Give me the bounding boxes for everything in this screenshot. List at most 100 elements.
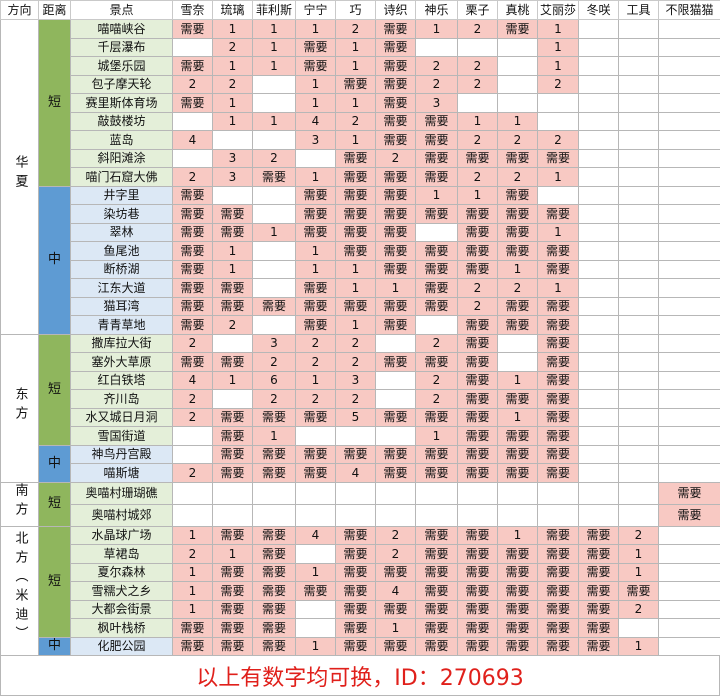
distance-cell: 中 bbox=[39, 445, 71, 482]
spot-cell: 雪糯犬之乡 bbox=[71, 582, 173, 601]
empty-cell bbox=[579, 57, 619, 76]
value-cell: 需要 bbox=[296, 408, 336, 427]
value-cell: 1 bbox=[416, 427, 458, 446]
value-cell: 需要 bbox=[538, 353, 579, 372]
value-cell: 需要 bbox=[376, 637, 416, 656]
value-cell: 需要 bbox=[458, 371, 498, 390]
empty-cell bbox=[416, 482, 458, 504]
empty-cell bbox=[659, 408, 720, 427]
value-cell: 需要 bbox=[458, 260, 498, 279]
empty-cell bbox=[659, 279, 720, 298]
value-cell: 需要 bbox=[498, 242, 538, 261]
value-cell: 1 bbox=[538, 168, 579, 187]
value-cell: 需要 bbox=[296, 205, 336, 224]
value-cell: 需要 bbox=[173, 94, 213, 113]
value-cell: 需要 bbox=[538, 260, 579, 279]
empty-cell bbox=[296, 427, 336, 446]
value-cell: 需要 bbox=[336, 75, 376, 94]
empty-cell bbox=[416, 316, 458, 335]
value-cell: 需要 bbox=[376, 408, 416, 427]
empty-cell bbox=[619, 94, 659, 113]
empty-cell bbox=[619, 445, 659, 464]
empty-cell bbox=[579, 168, 619, 187]
empty-cell bbox=[498, 57, 538, 76]
empty-cell bbox=[579, 112, 619, 131]
value-cell: 需要 bbox=[538, 600, 579, 619]
spot-cell: 敲鼓楼坊 bbox=[71, 112, 173, 131]
value-cell: 需要 bbox=[538, 408, 579, 427]
value-cell: 3 bbox=[253, 334, 296, 353]
distance-cell: 短 bbox=[39, 334, 71, 445]
value-cell: 需要 bbox=[253, 526, 296, 545]
value-cell: 需要 bbox=[498, 297, 538, 316]
value-cell: 2 bbox=[213, 38, 253, 57]
value-cell: 需要 bbox=[538, 582, 579, 601]
spot-cell: 雪国街道 bbox=[71, 427, 173, 446]
empty-cell bbox=[173, 149, 213, 168]
empty-cell bbox=[336, 427, 376, 446]
value-cell: 4 bbox=[296, 112, 336, 131]
empty-cell bbox=[659, 297, 720, 316]
empty-cell bbox=[538, 504, 579, 526]
value-cell: 1 bbox=[213, 242, 253, 261]
empty-cell bbox=[173, 445, 213, 464]
empty-cell bbox=[213, 131, 253, 150]
value-cell: 需要 bbox=[336, 186, 376, 205]
value-cell: 需要 bbox=[296, 279, 336, 298]
value-cell: 1 bbox=[213, 94, 253, 113]
empty-cell bbox=[579, 20, 619, 39]
empty-cell bbox=[173, 38, 213, 57]
value-cell: 1 bbox=[173, 563, 213, 582]
value-cell: 需要 bbox=[253, 297, 296, 316]
value-cell: 需要 bbox=[253, 637, 296, 656]
empty-cell bbox=[579, 445, 619, 464]
value-cell: 需要 bbox=[336, 563, 376, 582]
empty-cell bbox=[659, 619, 720, 638]
value-cell: 需要 bbox=[213, 427, 253, 446]
value-cell: 需要 bbox=[498, 316, 538, 335]
value-cell: 需要 bbox=[213, 297, 253, 316]
value-cell: 需要 bbox=[376, 260, 416, 279]
value-cell: 需要 bbox=[213, 600, 253, 619]
empty-cell bbox=[659, 526, 720, 545]
value-cell: 需要 bbox=[296, 316, 336, 335]
empty-cell bbox=[619, 390, 659, 409]
empty-cell bbox=[659, 242, 720, 261]
value-cell: 需要 bbox=[336, 297, 376, 316]
empty-cell bbox=[619, 168, 659, 187]
value-cell: 需要 bbox=[213, 464, 253, 483]
value-cell: 需要 bbox=[579, 637, 619, 656]
value-cell: 需要 bbox=[538, 390, 579, 409]
value-cell: 需要 bbox=[296, 582, 336, 601]
value-cell: 需要 bbox=[416, 353, 458, 372]
value-cell: 需要 bbox=[416, 168, 458, 187]
spot-cell: 红白铁塔 bbox=[71, 371, 173, 390]
empty-cell bbox=[659, 223, 720, 242]
value-cell: 需要 bbox=[416, 242, 458, 261]
direction-cell: 华夏 bbox=[1, 20, 39, 335]
value-cell: 2 bbox=[173, 334, 213, 353]
empty-cell bbox=[416, 223, 458, 242]
value-cell: 需要 bbox=[458, 445, 498, 464]
value-cell: 需要 bbox=[376, 112, 416, 131]
value-cell: 1 bbox=[296, 75, 336, 94]
empty-cell bbox=[659, 94, 720, 113]
header-cell: 神乐 bbox=[416, 1, 458, 20]
header-cell: 距离 bbox=[39, 1, 71, 20]
empty-cell bbox=[619, 464, 659, 483]
value-cell: 1 bbox=[296, 242, 336, 261]
spot-cell: 奥喵村城郊 bbox=[71, 504, 173, 526]
empty-cell bbox=[253, 205, 296, 224]
spot-cell: 猫耳湾 bbox=[71, 297, 173, 316]
spot-cell: 井字里 bbox=[71, 186, 173, 205]
value-cell: 需要 bbox=[376, 297, 416, 316]
empty-cell bbox=[579, 464, 619, 483]
value-cell: 需要 bbox=[253, 582, 296, 601]
